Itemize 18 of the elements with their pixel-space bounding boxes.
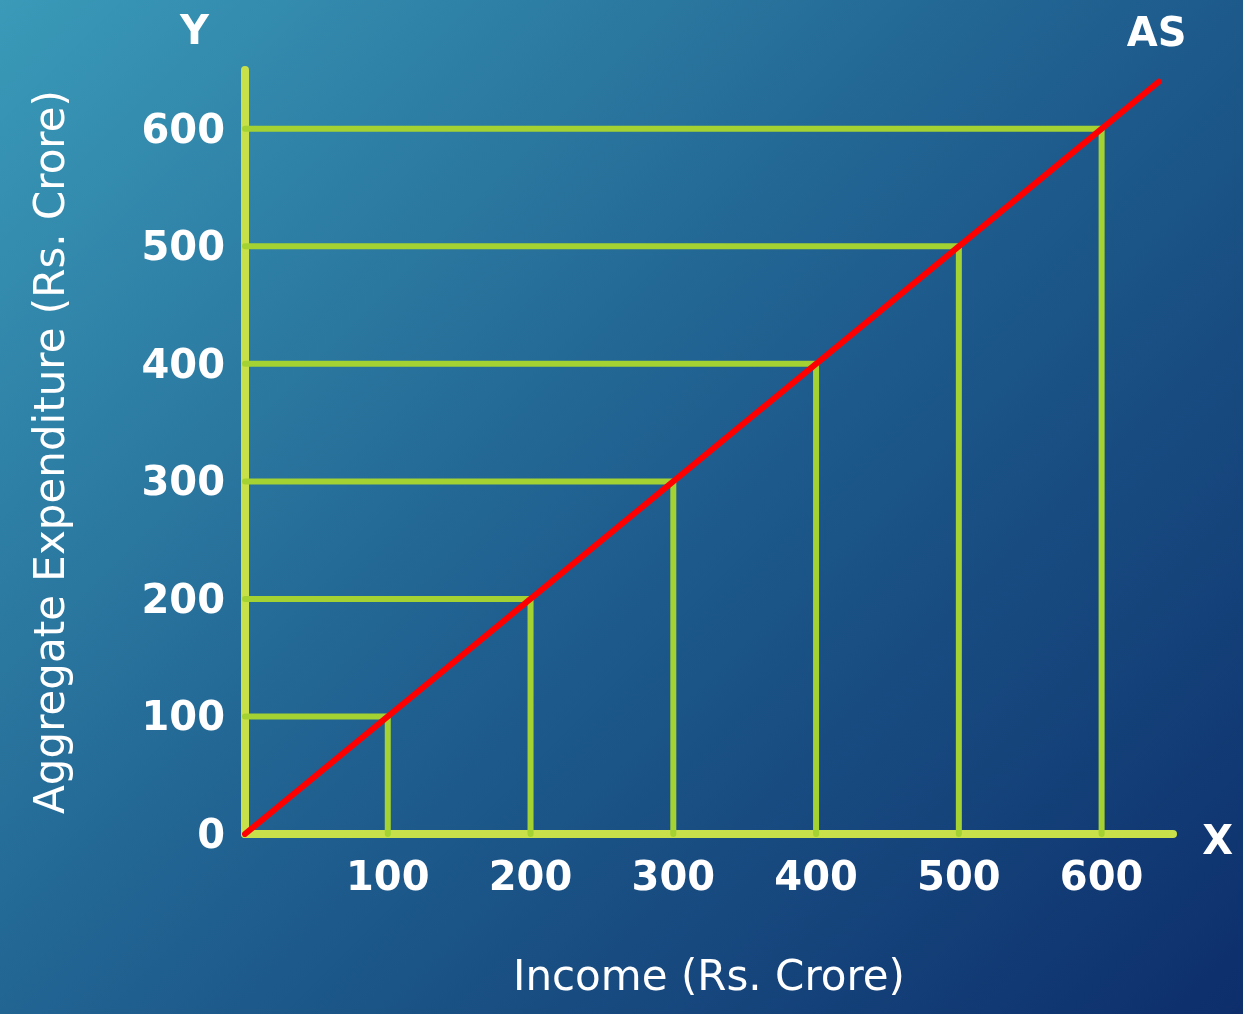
y-tick-label: 400 [141, 340, 225, 387]
text: X [1202, 817, 1234, 863]
y-tick-label: 200 [141, 575, 225, 622]
y-tick-label: 500 [141, 223, 225, 270]
text: Y [179, 7, 210, 53]
series-label: AS [1126, 8, 1187, 55]
x-tick-label: 600 [1059, 853, 1144, 899]
y-tick-label: 300 [141, 458, 225, 505]
y-tick-label: 100 [141, 693, 225, 740]
x-axis-title: Income (Rs. Crore) [513, 950, 905, 1000]
x-tick-label: 300 [631, 853, 716, 899]
y-axis-title: Aggregate Expenditure (Rs. Crore) [24, 90, 74, 814]
x-tick-label: 400 [774, 853, 858, 899]
y-tick-label: 600 [141, 105, 225, 152]
x-tick-label: 200 [488, 853, 573, 899]
y-tick-label: 0 [197, 811, 225, 857]
x-tick-label: 500 [917, 853, 1001, 899]
x-tick-label: 100 [346, 853, 430, 899]
